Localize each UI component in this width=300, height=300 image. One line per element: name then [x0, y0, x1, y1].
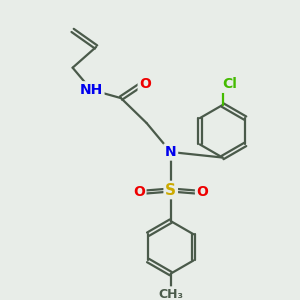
Text: CH₃: CH₃ — [158, 288, 183, 300]
Text: NH: NH — [80, 83, 103, 97]
Text: N: N — [165, 145, 176, 159]
Text: S: S — [165, 182, 176, 197]
Text: Cl: Cl — [222, 77, 237, 91]
Text: O: O — [139, 77, 151, 91]
Text: O: O — [133, 185, 145, 199]
Text: O: O — [196, 185, 208, 199]
